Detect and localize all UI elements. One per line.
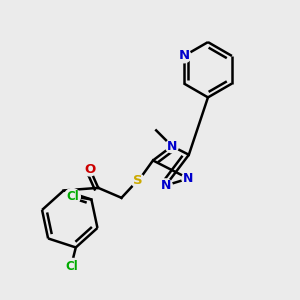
- Text: N: N: [178, 50, 190, 62]
- Circle shape: [64, 189, 80, 205]
- Circle shape: [131, 174, 145, 188]
- Text: N: N: [160, 179, 171, 192]
- Text: Cl: Cl: [66, 260, 78, 273]
- Text: Cl: Cl: [66, 190, 79, 203]
- Text: S: S: [134, 175, 143, 188]
- Circle shape: [83, 163, 97, 176]
- Circle shape: [177, 49, 191, 63]
- Text: O: O: [84, 163, 96, 176]
- Text: N: N: [183, 172, 194, 185]
- Circle shape: [159, 179, 172, 192]
- Circle shape: [64, 258, 80, 274]
- Circle shape: [165, 140, 178, 153]
- Circle shape: [182, 172, 195, 185]
- Text: N: N: [167, 140, 177, 153]
